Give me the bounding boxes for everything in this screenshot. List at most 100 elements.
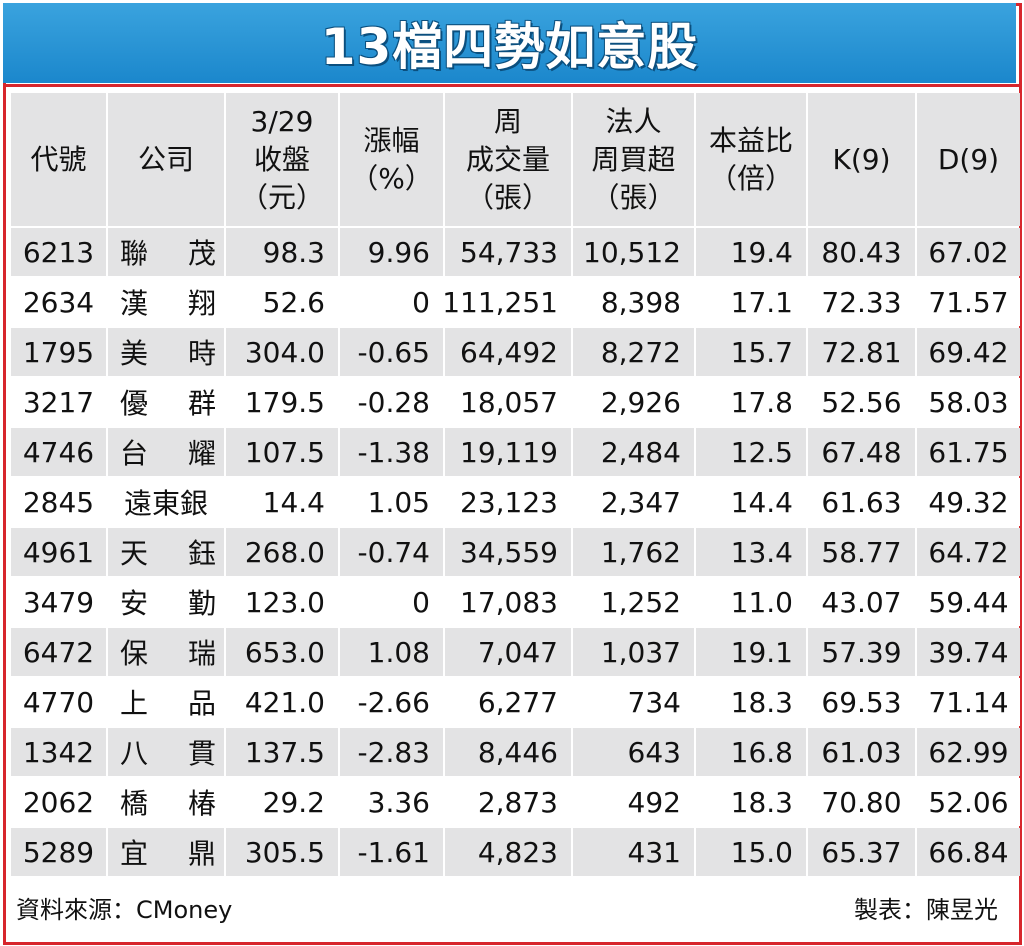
header-net-buy-line: （張） <box>591 180 676 214</box>
cell-company: 天鈺 <box>108 528 224 576</box>
header-pe-line: 本益比 <box>708 123 793 157</box>
cell-volume: 19,119 <box>445 428 571 476</box>
company-name-part: 宜 <box>120 837 149 870</box>
cell-volume: 23,123 <box>445 478 571 526</box>
cell-net-buy: 10,512 <box>573 228 694 276</box>
cell-company: 台耀 <box>108 428 224 476</box>
cell-pe: 15.7 <box>696 328 806 376</box>
company-name-part: 鼎 <box>187 837 216 870</box>
cell-code: 2062 <box>11 778 106 826</box>
cell-close: 123.0 <box>226 578 338 626</box>
cell-close: 305.5 <box>226 828 338 876</box>
header-close-line: 收盤 <box>253 142 310 176</box>
cell-code: 1795 <box>11 328 106 376</box>
cell-k9: 69.53 <box>808 678 915 726</box>
cell-d9: 71.14 <box>917 678 1020 726</box>
cell-company: 聯茂 <box>108 228 224 276</box>
company-name-part: 瑞 <box>187 637 216 670</box>
company-name-part: 聯 <box>120 237 149 270</box>
header-volume-line: 周 <box>493 104 522 138</box>
cell-net-buy: 2,347 <box>573 478 694 526</box>
cell-close: 52.6 <box>226 278 338 326</box>
header-close-line: （元） <box>239 180 324 214</box>
cell-close: 304.0 <box>226 328 338 376</box>
company-name-part: 天 <box>120 537 149 570</box>
cell-code: 5289 <box>11 828 106 876</box>
company-name-part: 安 <box>120 587 149 620</box>
cell-change: 1.05 <box>340 478 443 526</box>
cell-change: -0.65 <box>340 328 443 376</box>
cell-close: 29.2 <box>226 778 338 826</box>
cell-net-buy: 2,926 <box>573 378 694 426</box>
cell-d9: 69.42 <box>917 328 1020 376</box>
cell-pe: 17.8 <box>696 378 806 426</box>
cell-company: 安勤 <box>108 578 224 626</box>
cell-net-buy: 431 <box>573 828 694 876</box>
company-name-part: 勤 <box>187 587 216 620</box>
stock-table: 代號 公司 3/29 收盤 （元） 漲幅 （%） 周成交量 （張） 法人 周買超 （張） 本益比 （倍） K… <box>11 93 1020 876</box>
cell-code: 4746 <box>11 428 106 476</box>
company-name-part: 品 <box>187 687 216 720</box>
cell-pe: 15.0 <box>696 828 806 876</box>
company-name-part: 時 <box>187 337 216 370</box>
cell-code: 4770 <box>11 678 106 726</box>
cell-d9: 49.32 <box>917 478 1020 526</box>
credit-note: 製表：陳昱光 <box>854 895 998 924</box>
cell-volume: 18,057 <box>445 378 571 426</box>
cell-volume: 111,251 <box>442 278 571 326</box>
cell-d9: 64.72 <box>917 528 1020 576</box>
cell-code: 3479 <box>11 578 106 626</box>
cell-k9: 57.39 <box>808 628 915 676</box>
cell-code: 6213 <box>11 228 106 276</box>
cell-change: 3.36 <box>340 778 443 826</box>
cell-k9: 72.33 <box>808 278 915 326</box>
cell-volume: 4,823 <box>445 828 571 876</box>
cell-company: 八貫 <box>108 728 224 776</box>
cell-pe: 19.1 <box>696 628 806 676</box>
cell-change: -1.61 <box>340 828 443 876</box>
header-k9-line: K(9) <box>832 142 891 176</box>
title-bar: 13檔四勢如意股 <box>3 3 1016 83</box>
cell-company: 橋椿 <box>108 778 224 826</box>
cell-code: 6472 <box>11 628 106 676</box>
company-name-part: 茂 <box>187 237 216 270</box>
cell-k9: 43.07 <box>808 578 915 626</box>
cell-volume: 7,047 <box>445 628 571 676</box>
cell-change: -2.66 <box>340 678 443 726</box>
cell-change: 0 <box>340 278 443 326</box>
cell-pe: 14.4 <box>696 478 806 526</box>
cell-change: 1.08 <box>340 628 443 676</box>
cell-close: 179.5 <box>226 378 338 426</box>
cell-d9: 71.57 <box>917 278 1020 326</box>
cell-net-buy: 643 <box>573 728 694 776</box>
cell-d9: 62.99 <box>917 728 1020 776</box>
cell-d9: 61.75 <box>917 428 1020 476</box>
cell-pe: 18.3 <box>696 778 806 826</box>
cell-d9: 66.84 <box>917 828 1020 876</box>
cell-pe: 11.0 <box>696 578 806 626</box>
cell-code: 3217 <box>11 378 106 426</box>
cell-volume: 8,446 <box>445 728 571 776</box>
cell-pe: 19.4 <box>696 228 806 276</box>
title-divider <box>6 84 1019 87</box>
cell-k9: 52.56 <box>808 378 915 426</box>
cell-change: 0 <box>340 578 443 626</box>
company-name-part: 椿 <box>187 787 216 820</box>
company-name-part: 台 <box>120 437 149 470</box>
company-name-part: 保 <box>120 637 149 670</box>
cell-k9: 70.80 <box>808 778 915 826</box>
header-d9: D(9) <box>917 93 1020 226</box>
header-net-buy-line: 周買超 <box>591 142 676 176</box>
source-note: 資料來源：CMoney <box>16 895 233 924</box>
company-name-part: 八 <box>120 737 149 770</box>
cell-volume: 17,083 <box>445 578 571 626</box>
cell-volume: 2,873 <box>445 778 571 826</box>
footer: 資料來源：CMoney 製表：陳昱光 <box>12 885 1002 929</box>
header-volume-line: （張） <box>465 180 550 214</box>
cell-close: 421.0 <box>226 678 338 726</box>
cell-pe: 12.5 <box>696 428 806 476</box>
cell-change: -1.38 <box>340 428 443 476</box>
header-d9-line: D(9) <box>937 142 1000 176</box>
cell-close: 137.5 <box>226 728 338 776</box>
cell-pe: 16.8 <box>696 728 806 776</box>
